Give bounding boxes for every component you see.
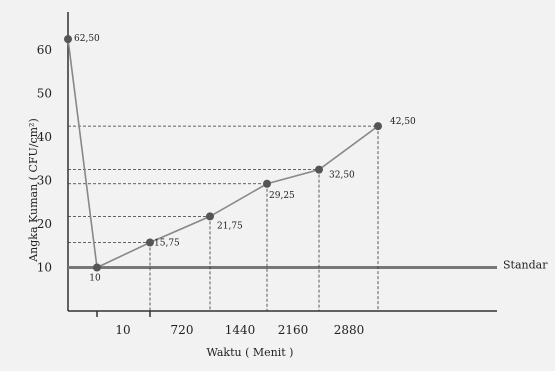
y-tick-label: 30 xyxy=(37,174,52,188)
data-point xyxy=(374,122,382,131)
data-label: 21,75 xyxy=(217,221,243,231)
data-label: 42,50 xyxy=(390,117,416,127)
data-point xyxy=(206,212,214,221)
y-tick-label: 40 xyxy=(37,130,52,144)
y-tick-label: 60 xyxy=(37,43,52,57)
data-label: 15,75 xyxy=(154,238,180,248)
data-label: 10 xyxy=(89,274,101,284)
x-tick-label: 2880 xyxy=(334,323,365,337)
reference-line-label: Standar xyxy=(503,259,548,272)
x-tick-label: 720 xyxy=(171,323,194,337)
data-point xyxy=(263,179,271,188)
series-line xyxy=(67,39,379,269)
x-tick-label: 10 xyxy=(115,323,130,337)
data-point xyxy=(146,238,154,247)
data-point xyxy=(64,35,72,44)
x-tick-label: 2160 xyxy=(278,323,309,337)
data-label: 32,50 xyxy=(329,171,355,181)
x-axis-title: Waktu ( Menit ) xyxy=(207,346,294,359)
data-point xyxy=(93,263,101,272)
y-tick-label: 10 xyxy=(37,261,52,275)
data-label: 62,50 xyxy=(74,34,100,44)
y-tick-label: 50 xyxy=(37,87,52,101)
data-label: 29,25 xyxy=(269,191,295,201)
y-axis-title: Angka Kuman ( CFU/cm²) xyxy=(27,118,40,263)
data-point xyxy=(315,165,323,174)
x-tick-label: 1440 xyxy=(225,323,256,337)
y-tick-label: 20 xyxy=(37,217,52,231)
